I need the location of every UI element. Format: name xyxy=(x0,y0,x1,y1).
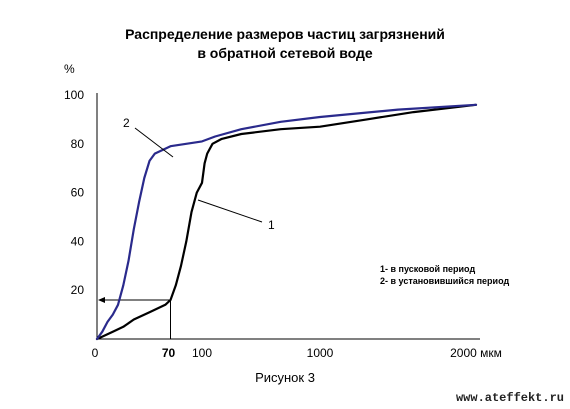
y-axis-unit-label: % xyxy=(64,62,75,76)
curve-1-leader xyxy=(197,199,263,223)
curve-1-label: 1 xyxy=(268,218,275,232)
curve-2-leader xyxy=(134,127,174,158)
chart-title: Распределение размеров частиц загрязнени… xyxy=(125,26,445,42)
legend: 1- в пусковой период 2- в установившийся … xyxy=(380,264,509,286)
curve-2-label: 2 xyxy=(123,116,130,130)
y-tick-label: 40 xyxy=(71,234,85,248)
curve-labels: 21 xyxy=(123,116,275,232)
series-lines xyxy=(95,103,478,341)
y-tick-label: 20 xyxy=(71,283,85,297)
legend-entry: 2- в установившийся период xyxy=(380,276,509,286)
x-marker-label: 70 xyxy=(162,346,176,360)
x-tick-labels: 0 70 100 1000 2000 мкм xyxy=(92,346,502,360)
x-tick-label: 0 xyxy=(92,346,99,360)
x-tick-label: 100 xyxy=(192,346,212,360)
watermark-text: www.ateffekt.ru xyxy=(455,391,564,405)
series-line-1 xyxy=(95,103,478,341)
reference-marker xyxy=(98,296,171,339)
y-tick-label: 60 xyxy=(71,186,85,200)
x-tick-label: 1000 xyxy=(307,346,334,360)
axes xyxy=(96,93,480,340)
figure-caption: Рисунок 3 xyxy=(255,370,315,385)
chart-subtitle: в обратной сетевой воде xyxy=(197,45,373,61)
legend-entry: 1- в пусковой период xyxy=(380,264,475,274)
marker-arrowhead xyxy=(98,296,105,303)
y-tick-label: 100 xyxy=(64,88,84,102)
y-tick-label: 80 xyxy=(71,137,85,151)
y-tick-labels: 20 40 60 80 100 xyxy=(64,88,84,297)
x-tick-label: 2000 мкм xyxy=(450,346,502,360)
series-line-2 xyxy=(95,103,478,341)
